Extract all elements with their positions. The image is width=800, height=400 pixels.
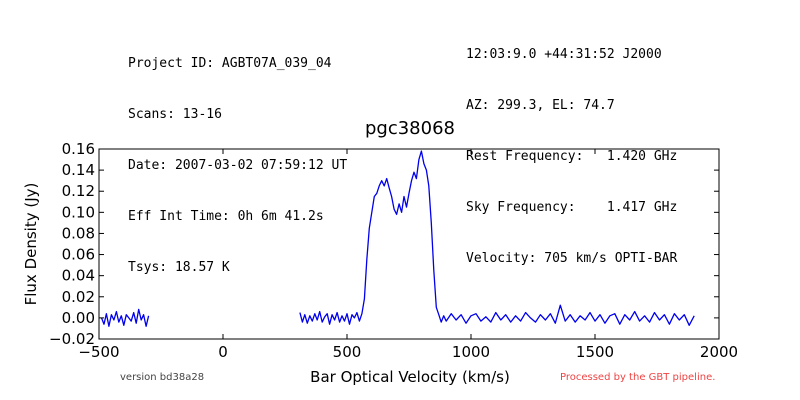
x-tick-label: 2000 [700, 343, 738, 361]
scans-text: Scans: 13-16 [128, 107, 222, 122]
y-tick-label: 0.14 [62, 161, 95, 179]
y-tick-label: 0.06 [62, 246, 95, 264]
x-tick-label: 1000 [452, 343, 490, 361]
chart-title: pgc38068 [365, 118, 455, 139]
x-axis-label: Bar Optical Velocity (km/s) [310, 368, 510, 386]
coordinates-text: 12:03:9.0 +44:31:52 J2000 [466, 47, 662, 62]
x-tick-label: −500 [78, 343, 119, 361]
spectrum-line [299, 150, 695, 326]
x-axis: −500 0 500 1000 1500 2000 [78, 149, 738, 361]
y-tick-label: 0.02 [62, 288, 95, 306]
y-axis: −0.02 0.00 0.02 0.04 0.06 0.08 0.10 0.12 0.14 0.1… [49, 140, 719, 348]
plot-frame [98, 148, 720, 340]
rest-frequency-text: Rest Frequency: 1.420 GHz [466, 149, 678, 164]
y-tick-label: 0.08 [62, 224, 95, 242]
x-tick-label: 1500 [576, 343, 614, 361]
integration-time-text: Eff Int Time: 0h 6m 41.2s [128, 209, 324, 224]
observation-info-left: Project ID: AGBT07A_039_04 Scans: 13-16 … [128, 21, 347, 293]
velocity-text: Velocity: 705 km/s OPTI-BAR [466, 251, 678, 266]
x-tick-label: 500 [333, 343, 362, 361]
y-tick-label: 0.12 [62, 182, 95, 200]
y-tick-label: 0.00 [62, 309, 95, 327]
observation-info-right: 12:03:9.0 +44:31:52 J2000 AZ: 299.3, EL:… [466, 12, 677, 284]
y-axis-label: Flux Density (Jy) [22, 183, 40, 306]
sky-frequency-text: Sky Frequency: 1.417 GHz [466, 200, 678, 215]
tsys-text: Tsys: 18.57 K [128, 260, 230, 275]
y-tick-label: −0.02 [49, 330, 95, 348]
version-text: version bd38a28 [120, 372, 204, 383]
y-tick-label: 0.04 [62, 267, 95, 285]
y-tick-label: 0.16 [62, 140, 95, 158]
x-tick-label: 0 [218, 343, 228, 361]
project-id-text: Project ID: AGBT07A_039_04 [128, 56, 332, 71]
pipeline-text: Processed by the GBT pipeline. [560, 372, 715, 383]
date-text: Date: 2007-03-02 07:59:12 UT [128, 158, 348, 173]
az-el-text: AZ: 299.3, EL: 74.7 [466, 98, 615, 113]
series-layer [100, 150, 695, 327]
spectrum-line [100, 308, 150, 327]
y-tick-label: 0.10 [62, 203, 95, 221]
